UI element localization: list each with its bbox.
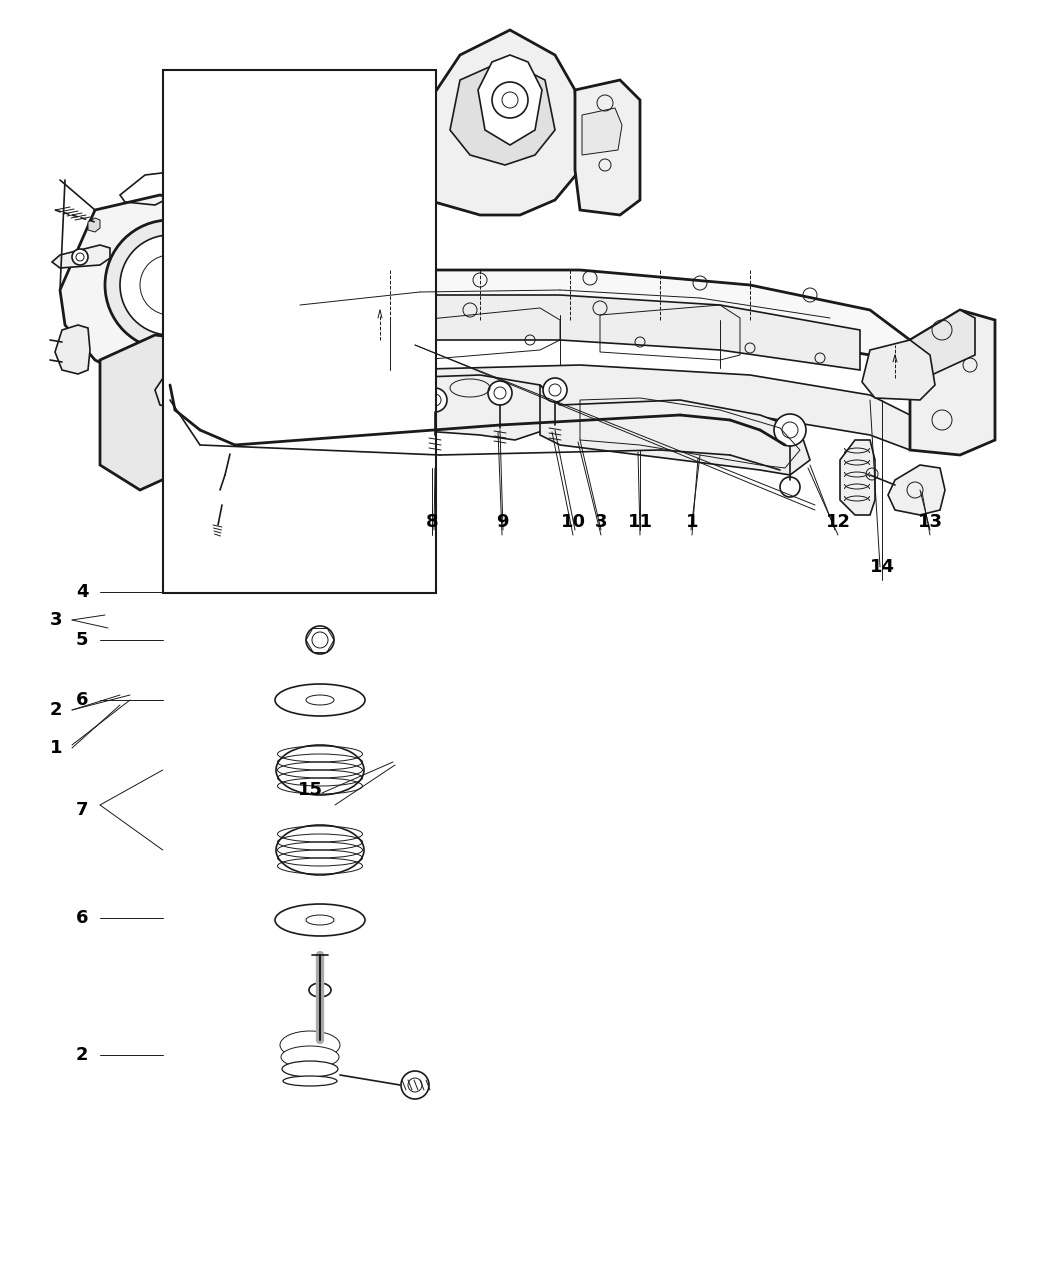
Circle shape: [543, 377, 567, 402]
Text: 3: 3: [594, 513, 607, 530]
Text: 6: 6: [76, 691, 88, 709]
Ellipse shape: [275, 683, 365, 717]
Circle shape: [208, 484, 228, 505]
Text: 9: 9: [496, 513, 508, 530]
Circle shape: [488, 381, 512, 405]
Circle shape: [774, 414, 806, 446]
Polygon shape: [88, 218, 100, 232]
Polygon shape: [910, 310, 975, 377]
Polygon shape: [888, 465, 945, 515]
Polygon shape: [862, 340, 934, 400]
Text: 2: 2: [49, 701, 62, 719]
Polygon shape: [155, 370, 560, 440]
Circle shape: [120, 235, 220, 335]
Ellipse shape: [306, 915, 334, 924]
Polygon shape: [330, 255, 430, 315]
Text: 1: 1: [49, 740, 62, 757]
Circle shape: [401, 1071, 429, 1099]
Circle shape: [72, 249, 88, 265]
Polygon shape: [52, 245, 110, 268]
Text: 2: 2: [76, 1046, 88, 1065]
Polygon shape: [540, 385, 810, 476]
Text: 1: 1: [686, 513, 698, 530]
Ellipse shape: [275, 904, 365, 936]
Text: 11: 11: [628, 513, 652, 530]
Polygon shape: [582, 108, 622, 156]
Polygon shape: [910, 310, 995, 455]
Polygon shape: [840, 440, 875, 515]
Polygon shape: [410, 31, 580, 215]
Polygon shape: [55, 325, 90, 374]
Polygon shape: [100, 335, 195, 490]
Circle shape: [306, 626, 334, 654]
Polygon shape: [60, 195, 265, 385]
Text: 3: 3: [49, 611, 62, 629]
Bar: [163, 70, 436, 593]
Ellipse shape: [276, 825, 364, 875]
Text: 10: 10: [561, 513, 586, 530]
Ellipse shape: [280, 1031, 340, 1060]
Text: 13: 13: [918, 513, 943, 530]
Text: 15: 15: [297, 782, 322, 799]
Text: 6: 6: [76, 909, 88, 927]
Polygon shape: [575, 80, 640, 215]
Circle shape: [423, 388, 447, 412]
Text: 4: 4: [76, 583, 88, 601]
Text: 14: 14: [869, 558, 895, 576]
Ellipse shape: [309, 983, 331, 997]
Text: 8: 8: [425, 513, 438, 530]
Circle shape: [780, 477, 800, 497]
Ellipse shape: [306, 695, 334, 705]
Ellipse shape: [281, 1046, 339, 1068]
Ellipse shape: [276, 745, 364, 796]
Polygon shape: [195, 270, 910, 380]
Circle shape: [105, 221, 235, 351]
Text: 5: 5: [76, 631, 88, 649]
Polygon shape: [195, 365, 910, 465]
Ellipse shape: [284, 1076, 337, 1086]
Circle shape: [216, 426, 244, 454]
Polygon shape: [450, 60, 555, 164]
Polygon shape: [260, 295, 860, 370]
Ellipse shape: [282, 1061, 338, 1077]
Polygon shape: [478, 55, 542, 145]
Text: 7: 7: [76, 801, 88, 819]
Text: 12: 12: [825, 513, 851, 530]
